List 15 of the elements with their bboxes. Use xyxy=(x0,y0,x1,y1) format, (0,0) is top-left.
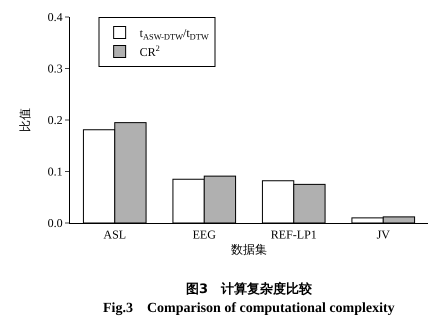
caption: 图3 计算复杂度比较 xyxy=(186,281,314,297)
x-tick-label: ASL xyxy=(103,227,126,242)
caption: Fig.3 Comparison of computational complexity xyxy=(103,301,395,316)
legend-label: CR$^{2}$ xyxy=(140,44,160,60)
x-tick-label: REF-LP1 xyxy=(270,227,317,242)
y-tick-label: 0.1 xyxy=(48,164,63,179)
y-tick-label: 0.3 xyxy=(48,62,63,76)
y-axis-title: 比值 xyxy=(18,108,32,132)
y-tick-label: 0.0 xyxy=(48,216,63,230)
x-tick-label: JV xyxy=(376,227,390,242)
x-axis-title: 数据集 xyxy=(231,242,267,256)
y-tick-label: 0.4 xyxy=(48,10,63,24)
legend-label: t$_{ASW-DTW}$/t$_{DTW}$ xyxy=(140,26,209,42)
y-tick-label: 0.2 xyxy=(48,113,63,128)
x-tick-label: EEG xyxy=(192,227,216,242)
